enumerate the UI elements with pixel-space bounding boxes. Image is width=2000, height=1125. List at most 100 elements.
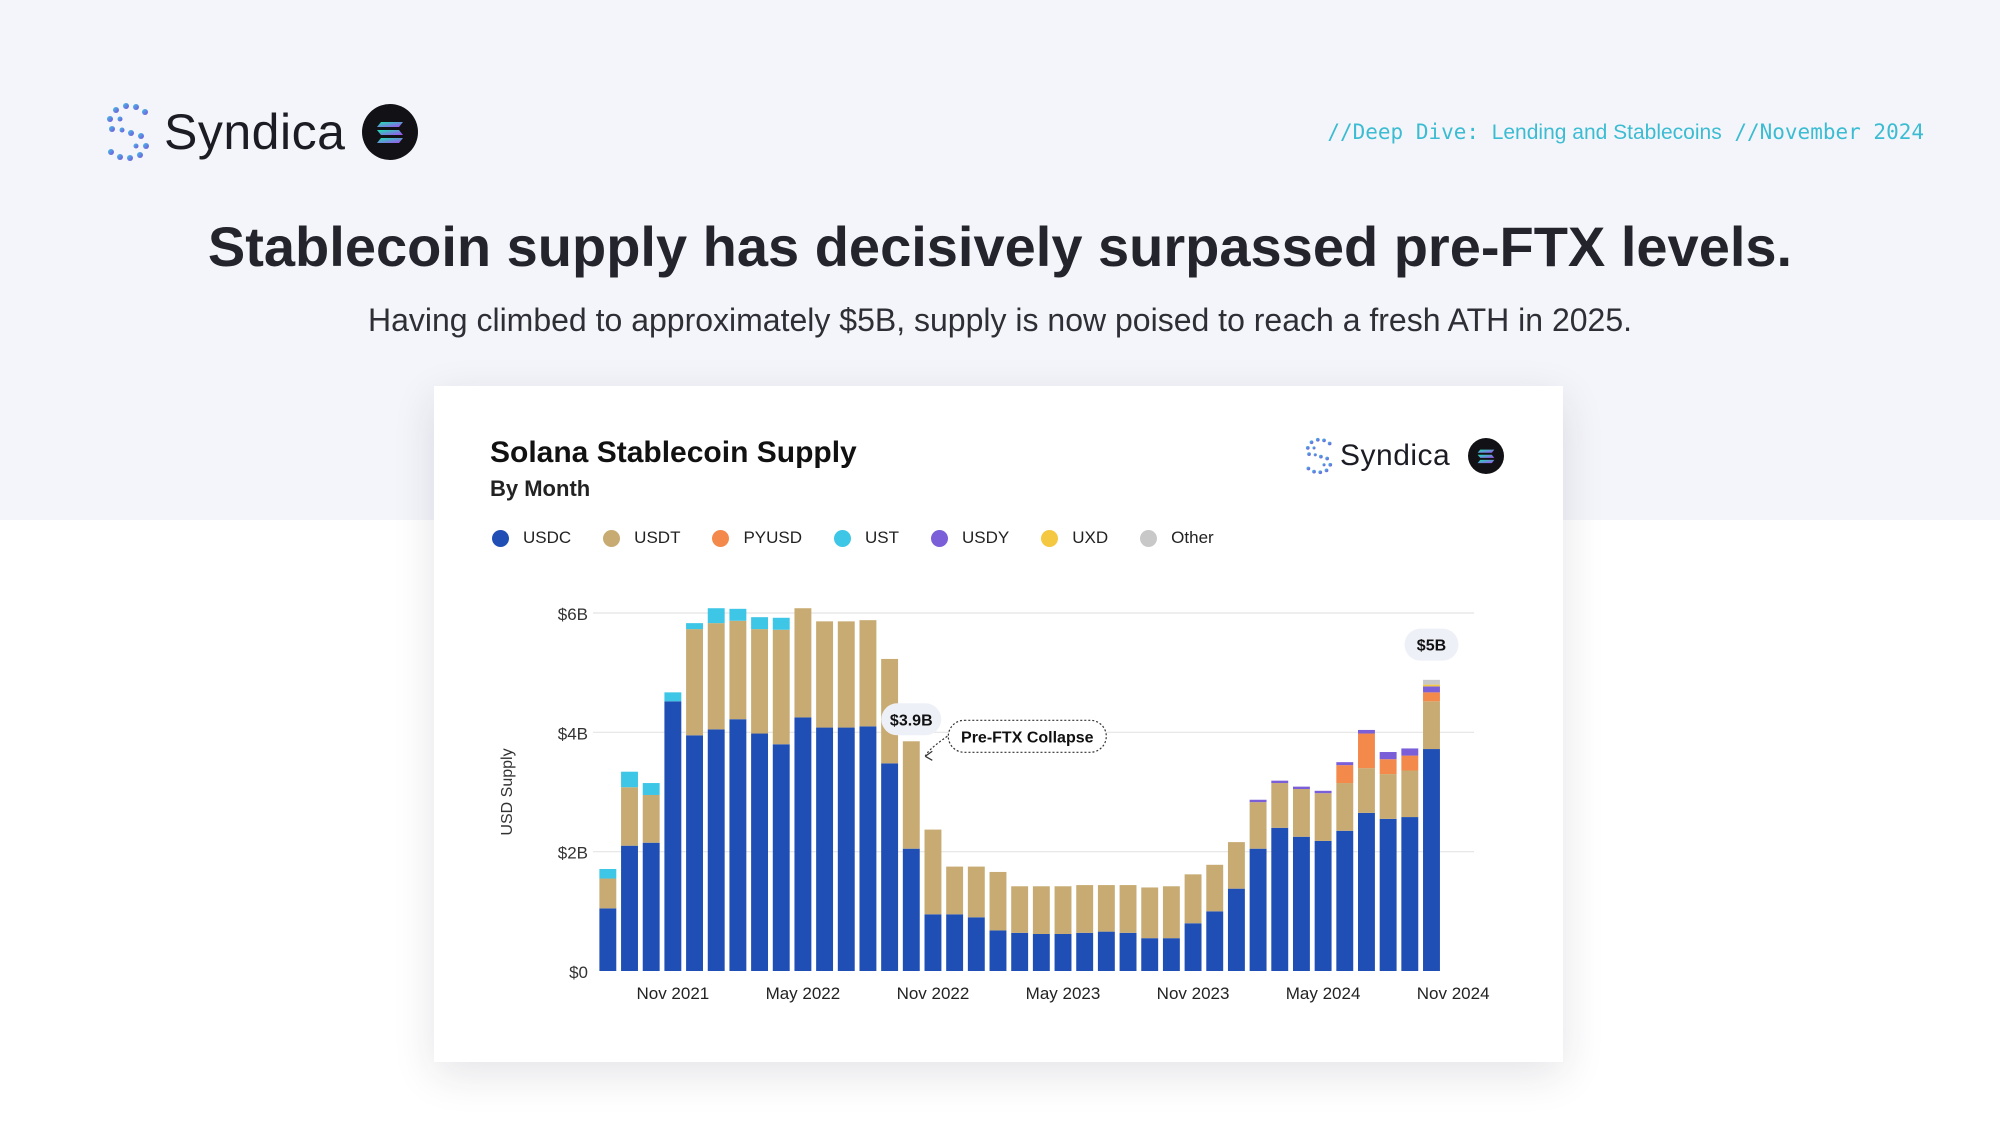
legend-label: PYUSD xyxy=(743,528,803,547)
bar-segment-usdc xyxy=(1401,817,1419,971)
tagline-topic: Lending and Stablecoins xyxy=(1491,121,1722,144)
bar-segment-usdy xyxy=(1271,780,1289,784)
bar-segment-usdt xyxy=(1076,885,1094,933)
bar-segment-ust xyxy=(729,608,747,621)
bar-segment-ust xyxy=(707,608,725,624)
bar-segment-usdc xyxy=(707,729,725,971)
solana-icon xyxy=(362,104,418,160)
bar-segment-pyusd xyxy=(1358,733,1375,769)
bar-segment-ust xyxy=(772,617,790,630)
bar-segment-usdc xyxy=(664,701,682,971)
bar-segment-ust xyxy=(751,617,769,630)
brand-logo: Syndica xyxy=(104,100,345,164)
bar-segment-usdy xyxy=(1336,762,1354,766)
legend-item-uxd: UXD xyxy=(1041,528,1108,548)
bar-segment-usdc xyxy=(1011,932,1029,971)
syndica-s-dots-icon xyxy=(1305,437,1333,475)
bar-segment-usdt xyxy=(1401,770,1419,818)
bar-segment-usdt xyxy=(1423,701,1440,750)
bar-segment-usdc xyxy=(816,727,834,971)
bar-segment-other xyxy=(1423,679,1440,685)
chart-subtitle: By Month xyxy=(490,476,591,501)
bar-segment-usdt xyxy=(1119,885,1137,933)
brand-name: Syndica xyxy=(164,104,346,160)
arrow-head-icon xyxy=(924,750,933,761)
bar-segment-usdc xyxy=(794,717,812,971)
bar-segment-usdt xyxy=(1249,802,1267,849)
x-tick-label: Nov 2024 xyxy=(1417,984,1490,1003)
bar-segment-ust xyxy=(599,868,617,879)
bar-segment-usdt xyxy=(946,866,964,915)
bar-segment-usdt xyxy=(1314,793,1332,841)
bar-segment-usdc xyxy=(837,727,855,971)
bar-segment-usdt xyxy=(1292,789,1310,837)
x-tick-label: Nov 2023 xyxy=(1157,984,1230,1003)
bar-segment-usdt xyxy=(1358,768,1375,813)
annotation-callout-label-bg xyxy=(947,719,1107,753)
y-tick-label: $4B xyxy=(558,724,588,743)
legend-item-other: Other xyxy=(1140,528,1214,548)
bar-segment-pyusd xyxy=(1379,759,1397,775)
bar-segment-usdc xyxy=(1379,818,1397,971)
legend-item-pyusd: PYUSD xyxy=(712,528,802,548)
bar-segment-usdc xyxy=(1141,938,1159,971)
bar-segment-usdt xyxy=(1141,887,1159,939)
bar-segment-usdt xyxy=(729,620,747,720)
syndica-s-dots-icon xyxy=(107,103,149,161)
bar-segment-ust xyxy=(642,783,660,795)
bar-segment-usdc xyxy=(1423,749,1440,971)
bar-segment-usdc xyxy=(1314,840,1332,971)
annotation-peak-label: $5B xyxy=(1417,638,1446,655)
bar-segment-usdt xyxy=(837,621,855,728)
bar-segment-usdt xyxy=(924,829,942,915)
y-tick-label: $2B xyxy=(558,844,588,863)
bar-segment-usdt xyxy=(1379,774,1397,819)
bar-segment-usdy xyxy=(1379,752,1397,760)
bar-segment-pyusd xyxy=(1336,765,1354,784)
stacked-bar-chart: $0 $2B $4B $6B USD Supply Nov 2021 May 2022 Nov… xyxy=(499,605,1490,1003)
legend-label: UXD xyxy=(1072,528,1109,547)
bar-segment-usdt xyxy=(902,741,920,849)
bar-segment-ust xyxy=(664,692,682,702)
bar-segment-usdy xyxy=(1249,799,1267,803)
bar-segment-usdt xyxy=(989,871,1007,931)
bar-segment-usdc xyxy=(989,930,1007,971)
bar-segment-pyusd xyxy=(1423,692,1440,702)
bar-segment-usdt xyxy=(1206,864,1224,912)
bar-segment-ust xyxy=(621,771,638,788)
legend-swatch xyxy=(1041,529,1059,547)
bar-segment-usdc xyxy=(1292,836,1310,971)
legend-label: USDT xyxy=(634,528,681,547)
y-tick-label: $0 xyxy=(569,963,588,982)
bar-segment-usdt xyxy=(1336,783,1354,831)
bar-segment-usdc xyxy=(1184,923,1202,971)
bar-segment-usdc xyxy=(1032,934,1050,971)
chart-legend: USDC USDT PYUSD UST USDY UXD Other xyxy=(492,528,1246,548)
solana-icon xyxy=(1468,438,1504,474)
bar-segment-usdt xyxy=(1184,874,1202,924)
bar-segment-usdt xyxy=(794,608,812,718)
legend-item-usdy: USDY xyxy=(931,528,1009,548)
bar-segment-usdt xyxy=(1054,886,1072,935)
bar-segment-usdc xyxy=(967,917,985,971)
legend-item-ust: UST xyxy=(834,528,899,548)
bar-segment-usdc xyxy=(1227,888,1245,971)
bar-segment-usdy xyxy=(1358,729,1375,734)
bar-segment-usdt xyxy=(967,866,985,918)
bar-segment-usdy xyxy=(1423,686,1440,693)
tagline-section: //Deep Dive: xyxy=(1327,120,1492,144)
legend-swatch xyxy=(931,529,949,547)
legend-label: UST xyxy=(865,528,900,547)
bar-segment-pyusd xyxy=(1401,755,1419,771)
legend-label: Other xyxy=(1171,528,1214,547)
x-tick-label: Nov 2021 xyxy=(636,984,709,1003)
bar-segment-usdc xyxy=(1206,911,1224,971)
bar-segment-usdt xyxy=(751,629,769,734)
x-tick-label: May 2024 xyxy=(1286,984,1361,1003)
bar-segment-usdc xyxy=(881,763,899,971)
bar-segment-usdc xyxy=(1249,848,1267,971)
bar-segment-usdc xyxy=(946,914,964,971)
bar-segment-usdt xyxy=(1227,842,1245,889)
y-axis-label: USD Supply xyxy=(499,748,516,835)
bar-segment-ust xyxy=(686,623,703,630)
